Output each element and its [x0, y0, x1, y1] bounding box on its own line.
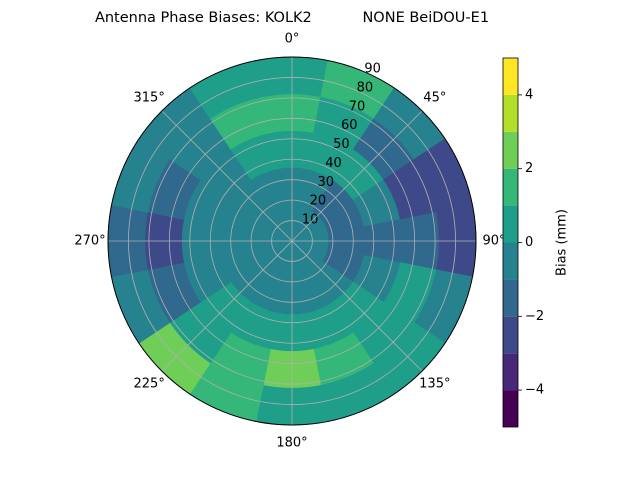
- colorbar-band: [503, 131, 518, 169]
- colorbar-tick-label: 0: [525, 235, 533, 250]
- colorbar-band: [503, 279, 518, 317]
- r-tick-label: 20: [310, 194, 327, 209]
- theta-tick-label: 315°: [134, 91, 165, 106]
- theta-tick-label: 180°: [276, 436, 307, 451]
- colorbar-band: [503, 94, 518, 132]
- theta-tick-label: 270°: [74, 234, 105, 249]
- colorbar-band: [503, 205, 518, 243]
- theta-tick-label: 90°: [482, 234, 505, 249]
- polar-frame: [107, 56, 477, 426]
- theta-tick-label: 135°: [419, 376, 450, 391]
- colorbar-band: [503, 168, 518, 206]
- colorbar-band: [503, 353, 518, 391]
- chart-title: Antenna Phase Biases: KOLK2 NONE BeiDOU-…: [95, 10, 489, 26]
- colorbar-band: [503, 242, 518, 280]
- r-tick-label: 50: [333, 137, 350, 152]
- colorbar-tick-label: −4: [525, 383, 544, 398]
- r-tick-label: 60: [341, 118, 358, 133]
- theta-grid-line: [291, 110, 423, 242]
- r-tick-label: 80: [357, 80, 374, 95]
- theta-tick-label: 0°: [285, 32, 300, 47]
- colorbar-band: [503, 58, 518, 95]
- theta-grid-line: [291, 240, 423, 372]
- r-tick-label: 40: [325, 156, 342, 171]
- colorbar-tick-label: 4: [525, 87, 533, 102]
- theta-tick-label: 225°: [134, 376, 165, 391]
- colorbar-label: Bias (mm): [555, 209, 570, 276]
- r-tick-label: 90: [364, 62, 381, 77]
- colorbar-band: [503, 390, 518, 427]
- theta-tick-label: 45°: [423, 91, 446, 106]
- r-tick-label: 70: [349, 99, 366, 114]
- r-tick-label: 30: [317, 175, 334, 190]
- colorbar-tick-label: 2: [525, 161, 533, 176]
- colorbar-tick-label: −2: [525, 309, 544, 324]
- colorbar-band: [503, 316, 518, 354]
- theta-grid-line: [161, 110, 293, 242]
- r-tick-label: 10: [302, 213, 319, 228]
- theta-grid-line: [161, 240, 293, 372]
